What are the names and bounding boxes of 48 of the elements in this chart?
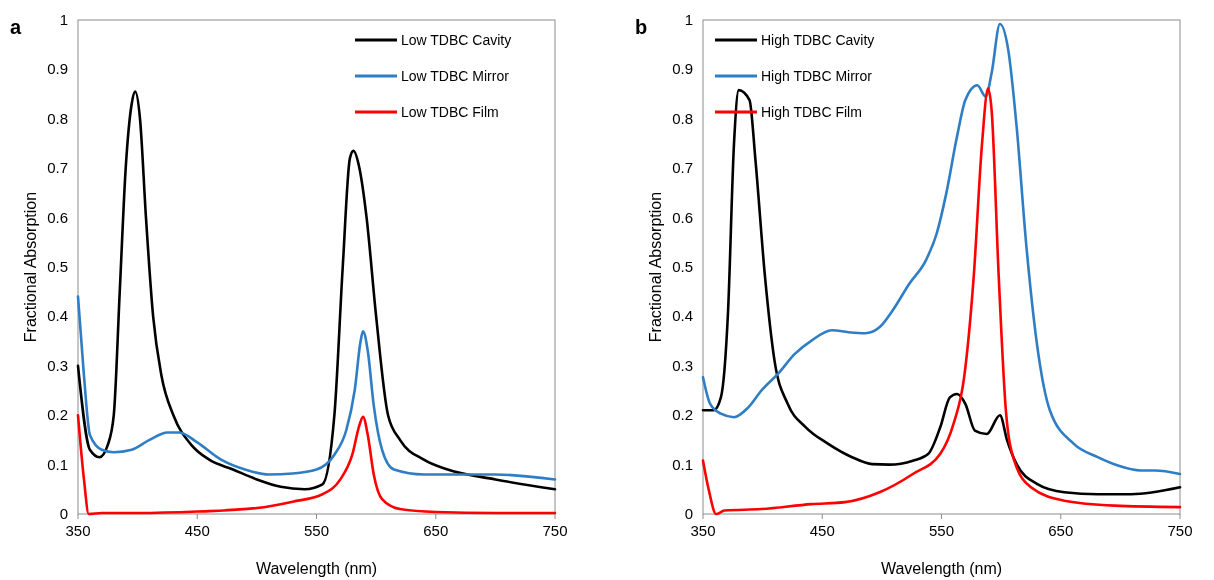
y-tick-label: 0.9	[672, 60, 693, 78]
line-series	[76, 90, 557, 491]
y-tick-label: 0.3	[47, 356, 68, 374]
y-tick-label: 0.6	[47, 208, 68, 226]
y-tick-label: 0.2	[47, 406, 68, 424]
x-axis-title: Wavelength (nm)	[880, 560, 1003, 577]
y-axis-title: Fractional Absorption	[22, 191, 39, 343]
y-tick-label: 0	[684, 505, 693, 522]
y-tick-label: 1	[59, 11, 68, 28]
x-tick-label: 350	[690, 522, 716, 539]
legend-label: Low TDBC Cavity	[401, 32, 512, 48]
x-tick-label: 650	[423, 522, 449, 539]
x-tick-label: 350	[65, 522, 91, 539]
y-tick-label: 0.7	[672, 159, 693, 177]
x-tick-label: 650	[1048, 522, 1074, 539]
y-tick-label: 0.3	[672, 356, 693, 374]
legend-label: High TDBC Mirror	[761, 68, 873, 84]
y-tick-label: 0.4	[672, 307, 693, 325]
chart-title: b	[635, 16, 648, 38]
legend-label: High TDBC Cavity	[761, 32, 875, 48]
y-tick-label: 0.5	[47, 258, 68, 275]
y-tick-label: 0.7	[47, 159, 68, 177]
x-tick-label: 450	[809, 522, 835, 539]
y-tick-label: 0.5	[672, 258, 693, 275]
legend-label: Low TDBC Film	[401, 104, 499, 120]
y-tick-label: 0.4	[47, 307, 68, 325]
chart-title: a	[10, 16, 22, 38]
line-series	[701, 22, 1182, 476]
line-series	[76, 295, 557, 481]
y-tick-label: 0.1	[672, 455, 693, 473]
x-tick-label: 750	[542, 522, 568, 539]
y-tick-label: 1	[684, 11, 693, 28]
x-tick-label: 750	[1167, 522, 1193, 539]
y-tick-label: 0.1	[47, 455, 68, 473]
y-tick-label: 0.8	[672, 109, 693, 127]
x-tick-label: 450	[184, 522, 210, 539]
y-tick-label: 0.2	[672, 406, 693, 424]
y-tick-label: 0.8	[47, 109, 68, 127]
y-axis-title: Fractional Absorption	[647, 191, 664, 343]
x-tick-label: 550	[928, 522, 955, 539]
line-series	[76, 413, 557, 516]
y-tick-label: 0.9	[47, 60, 68, 78]
y-tick-label: 0.6	[672, 208, 693, 226]
x-axis-title: Wavelength (nm)	[255, 560, 378, 577]
x-tick-label: 550	[303, 522, 330, 539]
legend-label: Low TDBC Mirror	[401, 68, 510, 84]
y-tick-label: 0	[59, 505, 68, 522]
legend-label: High TDBC Film	[761, 104, 862, 120]
